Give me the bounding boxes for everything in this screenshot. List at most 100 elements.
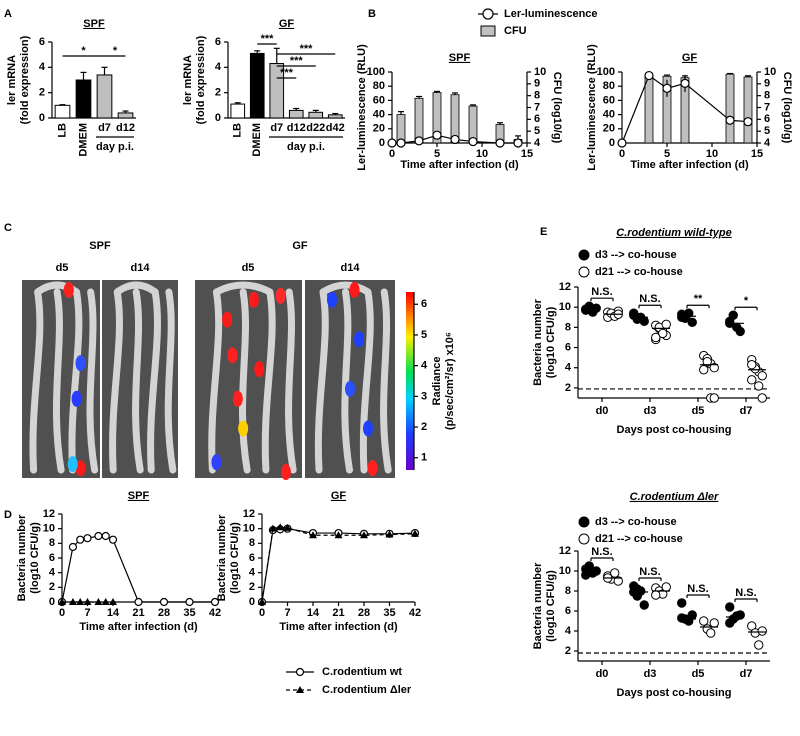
- point: [757, 371, 767, 381]
- y-tick-label: 40: [603, 109, 615, 121]
- signal: [71, 390, 82, 407]
- intestine: [380, 288, 392, 474]
- point: [414, 136, 424, 146]
- point: [613, 576, 623, 586]
- y-tick-label: 2: [39, 87, 45, 99]
- point: [735, 610, 745, 620]
- point: [699, 365, 709, 375]
- y-tick-label: 60: [603, 94, 615, 106]
- group-title: SPF: [89, 240, 111, 252]
- panel-label: C: [4, 222, 12, 234]
- x-tick-label: DMEM: [77, 123, 89, 157]
- point: [513, 138, 523, 148]
- point: [432, 130, 442, 140]
- bar: [308, 111, 324, 119]
- x-tick-label: 7: [84, 607, 90, 619]
- y-tick-label: 80: [603, 80, 615, 92]
- y-axis-label: (fold expression): [19, 35, 31, 124]
- point: [58, 598, 66, 605]
- y-tick-label: 20: [373, 123, 385, 135]
- point: [651, 332, 661, 343]
- significance-label: N.S.: [639, 566, 660, 578]
- x-axis-label: Time after infection (d): [79, 621, 198, 633]
- x-tick-label: 21: [332, 607, 344, 619]
- y-tick-label: 8: [249, 537, 255, 549]
- intestine: [208, 288, 223, 474]
- legend-label: CFU: [504, 25, 527, 37]
- bar: [743, 76, 753, 144]
- point: [450, 134, 460, 145]
- y-tick-label: 10: [764, 66, 776, 78]
- y-tick-label: 1: [421, 452, 427, 464]
- signal: [63, 281, 74, 298]
- signal: [248, 291, 259, 308]
- significance-label: *: [113, 45, 118, 57]
- point: [754, 381, 764, 391]
- y-axis-label: Bacteria number: [16, 514, 28, 602]
- image-label: d5: [56, 262, 69, 274]
- group-label: day p.i.: [96, 141, 134, 153]
- significance-label: ***: [261, 33, 275, 45]
- x-tick-label: d7: [98, 122, 111, 134]
- x-tick-label: DMEM: [251, 123, 263, 157]
- signal: [349, 281, 360, 298]
- series-line: [61, 535, 215, 603]
- point: [309, 531, 317, 539]
- y-tick-label: 2: [565, 382, 571, 394]
- y-tick-label: 12: [43, 508, 55, 520]
- point: [83, 598, 92, 605]
- intestine: [285, 288, 297, 474]
- x-tick-label: 28: [158, 607, 170, 619]
- bar: [644, 75, 654, 144]
- bar: [249, 52, 265, 119]
- point: [661, 319, 671, 330]
- point: [725, 602, 735, 612]
- significance-label: N.S.: [639, 293, 660, 305]
- intestine: [132, 288, 144, 474]
- x-tick-label: 14: [107, 607, 120, 619]
- point: [94, 531, 103, 541]
- point: [699, 616, 709, 626]
- signal: [254, 361, 265, 378]
- point: [709, 618, 719, 628]
- x-tick-label: 10: [476, 148, 488, 160]
- legend-label: d3 --> co-house: [595, 249, 677, 261]
- y-tick-label: 0: [49, 596, 55, 608]
- significance-label: *: [81, 45, 86, 57]
- point: [632, 584, 642, 594]
- x-tick-label: d3: [644, 405, 657, 417]
- signal: [227, 347, 238, 364]
- signal: [354, 331, 364, 348]
- x-tick-label: d7: [740, 668, 753, 680]
- intestine: [52, 288, 65, 474]
- intestine: [86, 288, 99, 474]
- chart-title: C.rodentium wild-type: [616, 227, 732, 239]
- y-tick-label: 0: [609, 137, 615, 149]
- x-tick-label: 5: [664, 148, 670, 160]
- point: [747, 360, 757, 370]
- y-tick-label: 9: [764, 78, 770, 90]
- y-tick-label: 60: [373, 94, 385, 106]
- y-tick-label: 6: [565, 605, 571, 617]
- legend-marker: [578, 249, 590, 261]
- panel-label: D: [4, 509, 12, 521]
- significance-label: **: [694, 293, 703, 305]
- colorbar: [406, 292, 414, 470]
- x-axis-label: Time after infection (d): [630, 159, 749, 171]
- chart-title: SPF: [449, 52, 471, 64]
- y-tick-label: 10: [243, 523, 255, 535]
- y-tick-label: 80: [373, 80, 385, 92]
- y-tick-label: 10: [43, 523, 55, 535]
- chart-title: GF: [682, 52, 698, 64]
- y-tick-label: 4: [534, 137, 541, 149]
- y-tick-label: 0: [215, 112, 221, 124]
- y-tick-label: 6: [764, 113, 770, 125]
- chart-title: GF: [279, 18, 295, 30]
- chart-title: C.rodentium Δler: [630, 491, 719, 503]
- y-axis-label: (log10 CFU/g): [229, 522, 241, 594]
- y-tick-label: 40: [373, 109, 385, 121]
- y-axis-label: Bacteria number: [532, 562, 544, 650]
- point: [680, 78, 690, 88]
- y-tick-label: 20: [603, 123, 615, 135]
- point: [334, 531, 343, 539]
